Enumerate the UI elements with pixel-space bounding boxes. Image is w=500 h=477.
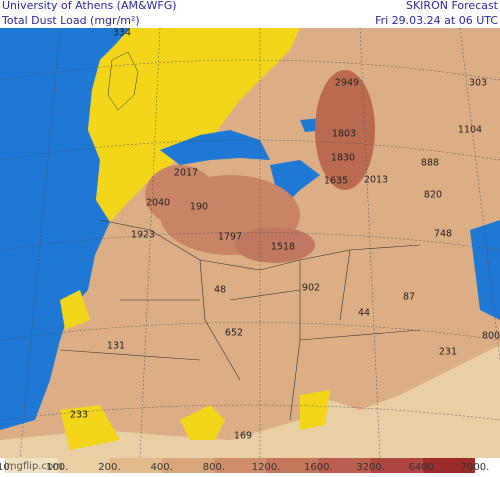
map <box>0 27 500 459</box>
map-label: 1923 <box>131 230 155 241</box>
map-label: 888 <box>421 158 439 169</box>
legend-label: 800. <box>203 462 225 473</box>
map-label: 1635 <box>324 176 348 187</box>
institution: University of Athens (AM&WFG) <box>2 0 177 12</box>
legend-label: 1600. <box>304 462 333 473</box>
watermark: imgflip.com <box>4 461 63 472</box>
map-label: 303 <box>469 78 487 89</box>
legend-label: 200. <box>98 462 120 473</box>
legend-label: 3200. <box>356 462 385 473</box>
legend-swatch <box>213 458 267 473</box>
map-label: 652 <box>225 328 243 339</box>
map-label: 2017 <box>174 168 198 179</box>
britain <box>107 51 139 111</box>
map-label: 1797 <box>218 232 242 243</box>
map-label: 131 <box>107 341 125 352</box>
map-label: 1803 <box>332 129 356 140</box>
map-label: 48 <box>214 285 226 296</box>
south-light <box>0 345 500 458</box>
map-label: 44 <box>358 308 370 319</box>
atlantic <box>0 28 130 430</box>
color-legend: 10. 100. 200. 400. 800. 1200. 1600. 3200. 6400. 7… <box>0 458 489 473</box>
map-label: 2013 <box>364 175 388 186</box>
legend-swatch <box>266 458 319 473</box>
gulf <box>470 220 500 320</box>
legend-swatch <box>57 458 110 473</box>
map-label: 902 <box>302 283 320 294</box>
gulf-clean <box>180 405 225 440</box>
dust-core <box>145 165 215 225</box>
map-label: 800 <box>482 331 500 342</box>
map-label: 233 <box>70 410 88 421</box>
quantity: Total Dust Load (mgr/m²) <box>1 14 140 27</box>
dust-core <box>315 70 375 190</box>
dust-core <box>235 227 315 263</box>
map-label: 231 <box>439 347 457 358</box>
legend-label: 10. <box>0 462 13 473</box>
coast-clean <box>60 290 90 330</box>
map-label: 169 <box>234 431 252 442</box>
map-label: 1104 <box>458 125 482 136</box>
map-labels: 334 2949 303 1104 1803 888 1830 1635 2013 820 2017… <box>70 28 500 442</box>
legend-swatch <box>422 458 475 473</box>
map-label: 820 <box>424 190 442 201</box>
legend-swatch <box>109 458 162 473</box>
map-label: 190 <box>190 202 208 213</box>
west-med <box>160 130 270 165</box>
map-label: 748 <box>434 229 452 240</box>
map-label: 2040 <box>146 198 170 209</box>
map-label: 334 <box>113 28 131 39</box>
legend-label: 400. <box>151 462 173 473</box>
central-clean <box>300 390 330 430</box>
product: SKIRON Forecast <box>406 0 499 12</box>
europe-clean <box>88 28 300 222</box>
legend-swatch <box>370 458 423 473</box>
legend-swatch <box>161 458 214 473</box>
valid-time: Fri 29.03.24 at 06 UTC <box>375 14 498 27</box>
map-label: 2949 <box>335 78 359 89</box>
legend-label: 100. <box>46 462 68 473</box>
legend-label: 7000. <box>461 462 490 473</box>
west-clean <box>60 405 120 450</box>
map-label: 87 <box>403 292 415 303</box>
legend-label: 1200. <box>252 462 281 473</box>
legend-swatch <box>5 458 58 473</box>
legend-swatch <box>318 458 371 473</box>
map-label: 1830 <box>331 153 355 164</box>
map-label: 1518 <box>271 242 295 253</box>
legend-label: 6400. <box>408 462 437 473</box>
